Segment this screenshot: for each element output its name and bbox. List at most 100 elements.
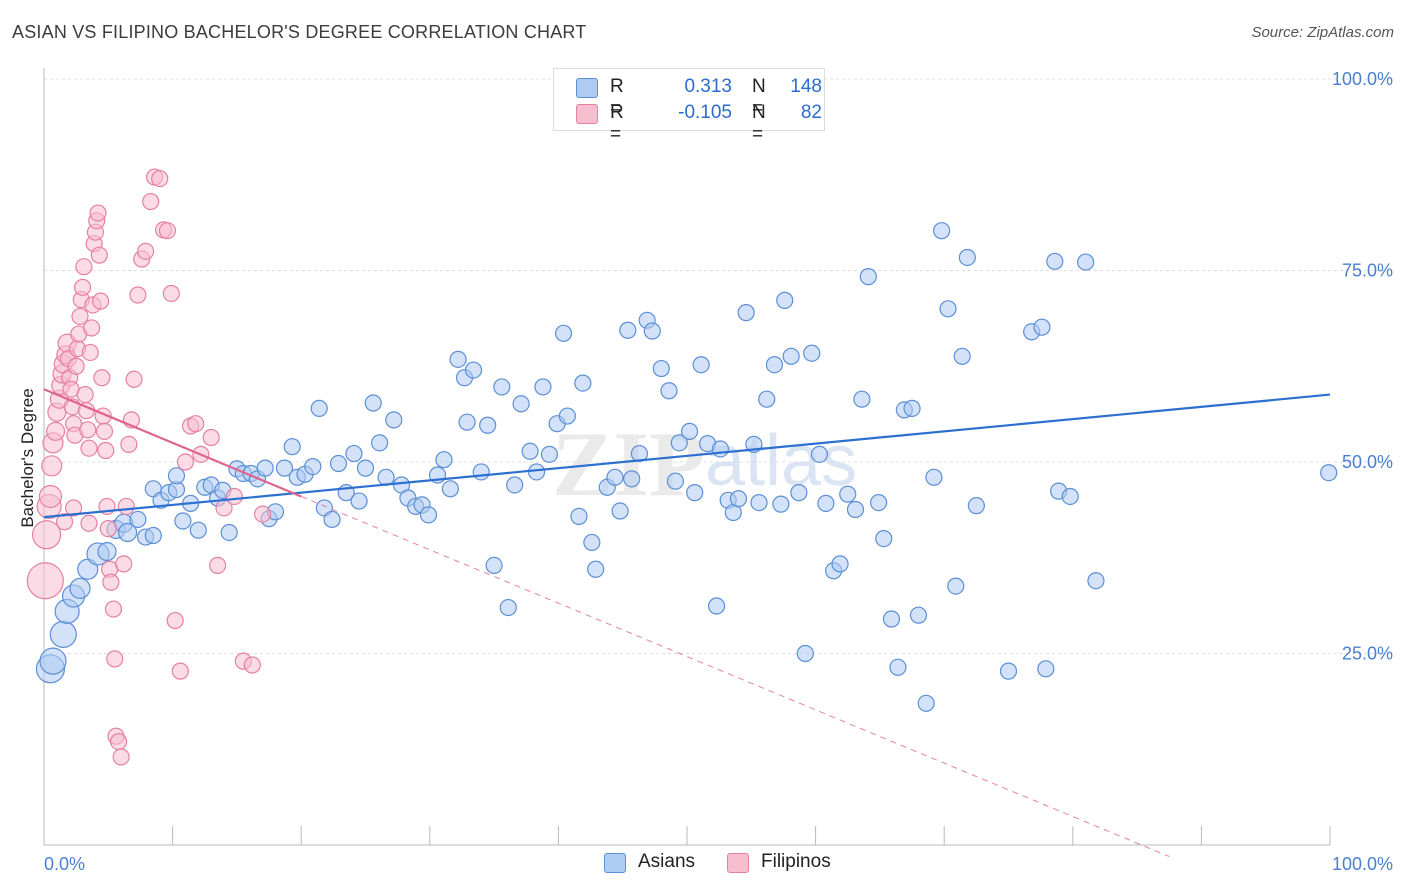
asian-point <box>371 434 389 452</box>
filipino-point <box>73 278 92 296</box>
filipino-point <box>109 732 128 751</box>
asian-point <box>479 416 497 434</box>
asian-point <box>652 359 670 378</box>
y-tick-label: 75.0% <box>1342 261 1393 281</box>
asian-point <box>356 459 375 477</box>
legend-n-label: N = <box>752 102 766 145</box>
asian-point <box>587 560 605 578</box>
asian-point <box>310 399 328 417</box>
asian-point <box>1087 572 1105 590</box>
asian-point <box>69 577 91 599</box>
filipino-point <box>176 453 195 471</box>
watermark: ZIP <box>552 413 705 515</box>
asian-point <box>846 500 865 519</box>
asian-point <box>933 222 951 240</box>
asian-point <box>1061 487 1079 506</box>
asian-point <box>750 493 768 512</box>
bottom-legend-swatch-asians <box>604 853 626 873</box>
asian-point <box>283 438 301 456</box>
asian-point <box>772 495 790 513</box>
legend-r-label: R = <box>610 76 624 119</box>
correlation-legend: R = 0.313 N = 148 R = -0.105 N = 82 <box>553 68 825 145</box>
filipino-point <box>151 169 169 188</box>
filipino-point <box>93 369 111 387</box>
filipino-point <box>115 555 133 573</box>
asian-point <box>521 442 539 460</box>
asian-point <box>737 304 755 322</box>
asian-point <box>97 542 117 562</box>
asian-point <box>345 444 363 463</box>
asian-point <box>117 522 138 543</box>
filipino-point <box>187 415 205 433</box>
bottom-legend-swatch-filipinos <box>727 853 749 873</box>
filipino-point <box>209 556 227 575</box>
x-tick-label-max: 100.0% <box>1332 854 1393 874</box>
trendlines <box>43 388 1331 857</box>
filipino-point <box>106 650 124 668</box>
chart-title: ASIAN VS FILIPINO BACHELOR'S DEGREE CORR… <box>12 22 587 42</box>
filipino-point <box>254 505 272 523</box>
asian-point <box>350 492 368 510</box>
asian-point <box>449 350 467 368</box>
asian-point <box>499 598 517 617</box>
asian-point <box>583 533 601 552</box>
filipino-point <box>102 573 120 591</box>
filipino-point <box>89 204 107 222</box>
asian-point <box>831 555 849 573</box>
filipino-point <box>112 748 130 766</box>
asian-point <box>853 390 871 408</box>
filipino-point <box>120 435 138 453</box>
asian-point <box>574 374 592 392</box>
filipino-point <box>129 286 147 304</box>
filipino-point <box>202 428 220 447</box>
filipino-point <box>104 600 123 618</box>
bottom-legend-label-filipinos: Filipinos <box>761 851 831 872</box>
asian-point <box>174 512 192 530</box>
filipino-point <box>243 656 261 674</box>
legend-n-value: 82 <box>800 102 822 123</box>
asian-point <box>707 597 726 615</box>
asian-point <box>729 490 748 508</box>
asian-point <box>329 454 348 473</box>
filipino-point <box>26 562 64 600</box>
asian-point <box>512 395 530 413</box>
asian-point <box>1320 464 1338 482</box>
asian-point <box>765 356 784 374</box>
asian-point <box>144 526 162 545</box>
filipino-point <box>80 439 98 457</box>
asian-point <box>790 484 808 502</box>
asian-point <box>1046 252 1064 270</box>
asian-point <box>364 394 382 412</box>
legend-r-label: R = <box>610 102 624 145</box>
asian-point <box>323 510 341 529</box>
asian-point <box>49 620 77 648</box>
asian-point <box>967 497 985 515</box>
asian-point <box>889 658 907 676</box>
asian-point <box>630 444 649 463</box>
watermark-atlas: atlas <box>705 421 857 501</box>
asian-point <box>611 502 629 520</box>
filipino-point <box>171 662 189 680</box>
legend-n-label: N = <box>752 76 766 119</box>
asian-point <box>606 468 624 486</box>
asian-point <box>882 610 901 628</box>
source-label: Source: ZipAtlas.com <box>1251 24 1394 41</box>
filipino-trendline-extension <box>301 496 1170 857</box>
asian-point <box>304 457 322 476</box>
filipino-point <box>79 421 97 439</box>
asian-point <box>947 577 965 595</box>
filipino-point <box>81 343 99 362</box>
asian-points <box>35 222 1338 712</box>
asian-point <box>540 445 558 463</box>
y-tick-label: 25.0% <box>1342 644 1393 664</box>
asian-point <box>870 493 888 512</box>
filipino-point <box>41 455 63 477</box>
filipino-point <box>97 441 115 460</box>
asian-point <box>570 507 588 525</box>
filipino-point <box>136 242 155 260</box>
asian-point <box>256 459 274 477</box>
legend-swatch-filipinos <box>576 104 598 124</box>
asian-point <box>660 382 678 400</box>
asian-point <box>534 378 552 396</box>
asian-point <box>167 467 186 485</box>
